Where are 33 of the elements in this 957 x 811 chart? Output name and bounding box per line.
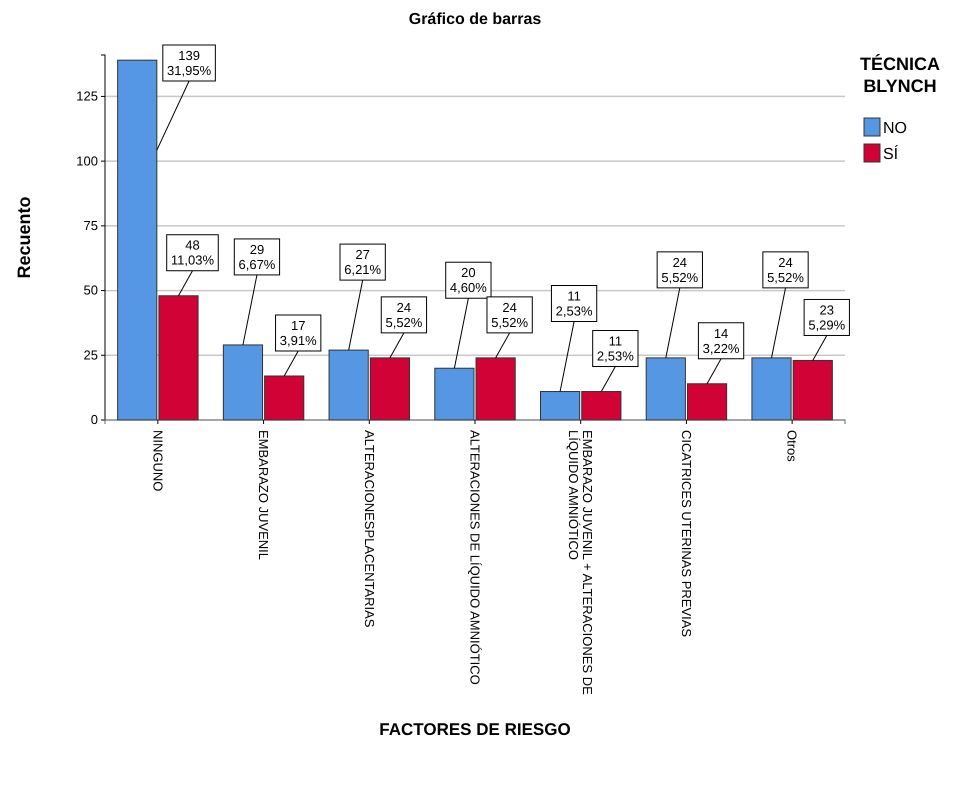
data-label: 11 2,53% — [556, 288, 593, 319]
y-tick-label: 25 — [84, 347, 98, 362]
legend-label: SÍ — [883, 145, 899, 163]
data-label: 48 11,03% — [170, 238, 214, 268]
data-label: 23 5,29% — [808, 302, 846, 332]
data-label: 24 5,52% — [491, 300, 528, 330]
data-label: 29 6,67% — [238, 242, 276, 272]
x-tick-label: ALTERACIONES DE LÍQUIDO AMNIÓTICO — [468, 430, 482, 685]
legend-title: TÉCNICA BLYNCH — [860, 54, 940, 96]
x-tick-label: EMBARAZO JUVENIL + ALTERACIONES DE LÍQUIDO AMNIÓTICO — [566, 430, 596, 696]
data-label: 17 3,91% — [280, 318, 318, 348]
data-label: 14 3,22% — [702, 326, 740, 356]
y-tick-label: 0 — [90, 412, 98, 428]
data-label: 24 5,52% — [661, 254, 699, 285]
data-label: 139 31,95% — [167, 48, 212, 78]
x-tick-label: Otros — [784, 430, 800, 462]
y-tick-label: 50 — [84, 282, 98, 298]
data-label: 24 5,52% — [385, 300, 423, 330]
y-axis-title: Recuento — [14, 196, 34, 279]
x-tick-label: ALTERACIONESPLACENTARIAS — [362, 430, 377, 628]
chart-title: Gráfico de barras — [408, 11, 542, 28]
data-label: 24 5,52% — [767, 254, 804, 285]
data-label: 27 6,21% — [344, 247, 382, 278]
x-tick-label: CICATRICES UTERINAS PREVIAS — [678, 430, 694, 638]
x-tick-label: NINGUNO — [150, 430, 166, 492]
data-label: 20 4,60% — [450, 265, 488, 296]
y-tick-label: 75 — [84, 218, 98, 234]
legend-label: NO — [883, 120, 907, 137]
x-tick-label: EMBARAZO JUVENIL — [256, 430, 272, 560]
x-axis-title: FACTORES DE RIESGO — [379, 720, 571, 739]
y-tick-label: 125 — [76, 88, 98, 104]
y-tick-label: 100 — [76, 153, 98, 168]
data-label: 11 2,53% — [596, 334, 634, 364]
